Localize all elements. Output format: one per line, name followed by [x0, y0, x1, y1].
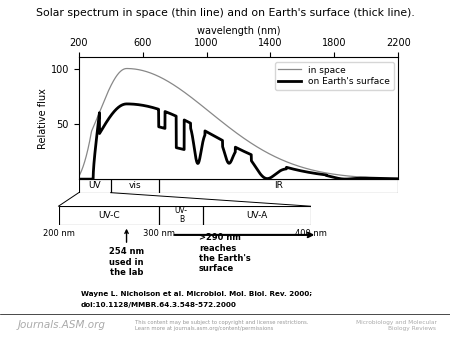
Text: 400 nm: 400 nm — [295, 230, 326, 238]
on Earth's surface — [386, 176, 391, 180]
Y-axis label: Relative flux: Relative flux — [38, 88, 48, 149]
Text: UV-A: UV-A — [246, 211, 268, 220]
on Earth's surface — [213, 135, 218, 139]
Line: in space: in space — [79, 69, 398, 178]
Text: 300 nm: 300 nm — [143, 230, 176, 238]
Text: IR: IR — [274, 182, 283, 190]
on Earth's surface — [308, 171, 314, 175]
in space — [228, 126, 234, 130]
Line: on Earth's surface: on Earth's surface — [79, 104, 398, 179]
Text: UV-
B: UV- B — [175, 207, 188, 224]
on Earth's surface — [210, 133, 216, 137]
X-axis label: wavelength (nm): wavelength (nm) — [197, 26, 280, 35]
Text: >290 nm
reaches
the Earth's
surface: >290 nm reaches the Earth's surface — [199, 233, 251, 273]
in space — [370, 176, 375, 180]
Text: This content may be subject to copyright and license restrictions.
Learn more at: This content may be subject to copyright… — [135, 320, 309, 331]
Bar — [203, 206, 310, 225]
in space — [210, 113, 216, 117]
in space — [386, 176, 391, 180]
Text: Journals.ASM.org: Journals.ASM.org — [18, 320, 106, 330]
on Earth's surface — [76, 177, 81, 181]
on Earth's surface — [124, 102, 130, 106]
Text: doi:10.1128/MMBR.64.3.548-572.2000: doi:10.1128/MMBR.64.3.548-572.2000 — [81, 302, 237, 308]
on Earth's surface — [396, 177, 401, 181]
Bar — [158, 179, 398, 193]
Text: Solar spectrum in space (thin line) and on Earth's surface (thick line).: Solar spectrum in space (thin line) and … — [36, 8, 414, 19]
Text: UV: UV — [88, 182, 101, 190]
Text: vis: vis — [128, 182, 141, 190]
on Earth's surface — [370, 176, 375, 180]
Text: UV-C: UV-C — [98, 211, 120, 220]
Bar — [79, 179, 111, 193]
Bar — [111, 179, 158, 193]
Text: Microbiology and Molecular
Biology Reviews: Microbiology and Molecular Biology Revie… — [356, 320, 436, 331]
in space — [213, 115, 218, 119]
Bar — [58, 206, 159, 225]
Legend: in space, on Earth's surface: in space, on Earth's surface — [275, 62, 394, 90]
in space — [396, 176, 401, 180]
on Earth's surface — [228, 160, 234, 164]
in space — [308, 168, 314, 172]
Text: 200 nm: 200 nm — [43, 230, 74, 238]
in space — [124, 67, 130, 71]
Text: Wayne L. Nicholson et al. Microbiol. Mol. Biol. Rev. 2000;: Wayne L. Nicholson et al. Microbiol. Mol… — [81, 291, 312, 297]
Bar — [159, 206, 203, 225]
in space — [76, 174, 81, 178]
Text: 254 nm
used in
the lab: 254 nm used in the lab — [109, 247, 144, 277]
